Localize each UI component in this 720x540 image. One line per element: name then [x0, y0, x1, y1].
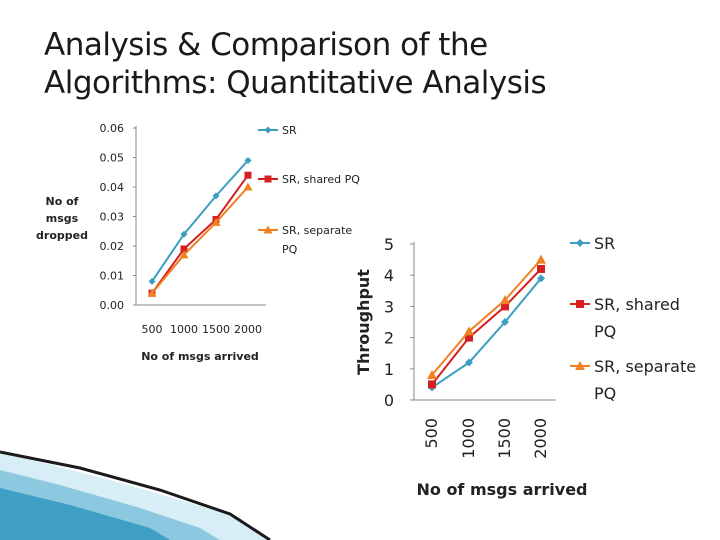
y-tick-label: 5 — [384, 235, 394, 254]
legend-label: SR, shared PQ — [594, 295, 680, 341]
data-point — [212, 192, 220, 200]
legend-label-line: SR, separate — [282, 224, 352, 237]
y-tick-label: 0.04 — [100, 181, 125, 194]
legend-label: SR, separate PQ — [282, 224, 352, 256]
legend-label-line: SR, shared PQ — [282, 173, 360, 186]
data-point — [180, 230, 188, 238]
decorative-swoosh — [0, 450, 271, 540]
x-tick-label: 1000 — [170, 323, 198, 336]
x-tick-label: 2000 — [531, 418, 550, 459]
legend-label-line: PQ — [594, 384, 616, 403]
chart-dropped: 0.00 0.01 0.02 0.03 0.04 0.05 0.06 500 1000 1500 2… — [36, 122, 360, 363]
data-point — [243, 182, 253, 191]
x-axis-label: No of msgs arrived — [416, 480, 587, 499]
y-tick-label: 3 — [384, 297, 394, 316]
y-tick-label: 0.06 — [100, 122, 125, 135]
data-point — [179, 250, 189, 259]
x-tick-label: 500 — [422, 418, 441, 449]
data-point — [465, 333, 473, 342]
legend-label-line: SR, separate — [594, 357, 696, 376]
data-point — [427, 370, 437, 380]
chart-throughput: 0 1 2 3 4 5 500 1000 1500 2000 No of msgs arrived T… — [354, 234, 696, 499]
legend-label: SR — [594, 234, 615, 253]
y-tick-label: 1 — [384, 360, 394, 379]
legend-label: SR, shared PQ — [282, 173, 360, 186]
legend-marker — [575, 361, 585, 370]
y-axis-label-line: dropped — [36, 229, 88, 242]
slide-title-line-1: Analysis & Comparison of the — [44, 27, 488, 63]
data-point — [501, 318, 509, 326]
series-line — [151, 186, 249, 294]
x-axis-label: No of msgs arrived — [141, 350, 259, 363]
legend-label: SR, separate PQ — [594, 357, 696, 403]
legend-marker — [576, 300, 584, 308]
slide-title-line-2: Algorithms: Quantitative Analysis — [44, 65, 547, 101]
data-point — [428, 380, 436, 389]
y-tick-label: 0.03 — [100, 211, 125, 224]
series-line — [151, 174, 249, 294]
data-point — [537, 274, 545, 283]
x-tick-label: 1000 — [459, 418, 478, 459]
series-line — [431, 268, 542, 386]
x-tick-label: 1500 — [202, 323, 230, 336]
y-axis-label: Throughput — [354, 269, 373, 375]
x-tick-label: 500 — [142, 323, 163, 336]
y-axis-label-line: No of — [46, 195, 79, 208]
legend-marker — [576, 239, 584, 247]
y-tick-label: 0.01 — [100, 270, 125, 283]
data-point — [464, 326, 474, 336]
legend-label-line: SR, shared — [594, 295, 680, 314]
data-point — [147, 288, 157, 297]
x-tick-label: 2000 — [234, 323, 262, 336]
legend-marker — [263, 225, 273, 234]
y-tick-label: 0.00 — [100, 299, 125, 312]
x-tick-label: 1500 — [495, 418, 514, 459]
data-point — [537, 264, 545, 273]
y-tick-label: 0 — [384, 391, 394, 410]
y-axis-label: No of msgs dropped — [36, 195, 88, 242]
y-tick-label: 0.05 — [100, 152, 125, 165]
data-point — [244, 171, 252, 179]
data-point — [465, 358, 473, 367]
slide-title: Analysis & Comparison of the Algorithms:… — [44, 26, 644, 102]
legend-marker — [264, 175, 272, 183]
series-line — [431, 258, 542, 376]
data-point — [211, 217, 221, 226]
data-point — [180, 245, 188, 253]
data-point — [500, 295, 510, 305]
legend-label: SR — [282, 124, 297, 137]
legend-label-line: PQ — [594, 322, 616, 341]
legend-label-line: PQ — [282, 243, 298, 256]
series-line — [151, 159, 249, 282]
data-point — [536, 254, 546, 264]
data-point — [501, 302, 509, 311]
data-point — [244, 156, 252, 164]
legend-label-line: SR — [282, 124, 297, 137]
y-tick-label: 4 — [384, 266, 394, 285]
data-point — [148, 277, 156, 285]
y-axis-label-line: msgs — [46, 212, 79, 225]
legend-label-line: SR — [594, 234, 615, 253]
series-line — [431, 277, 542, 389]
y-tick-label: 0.02 — [100, 240, 125, 253]
legend-marker — [264, 126, 272, 134]
y-tick-label: 2 — [384, 329, 394, 348]
